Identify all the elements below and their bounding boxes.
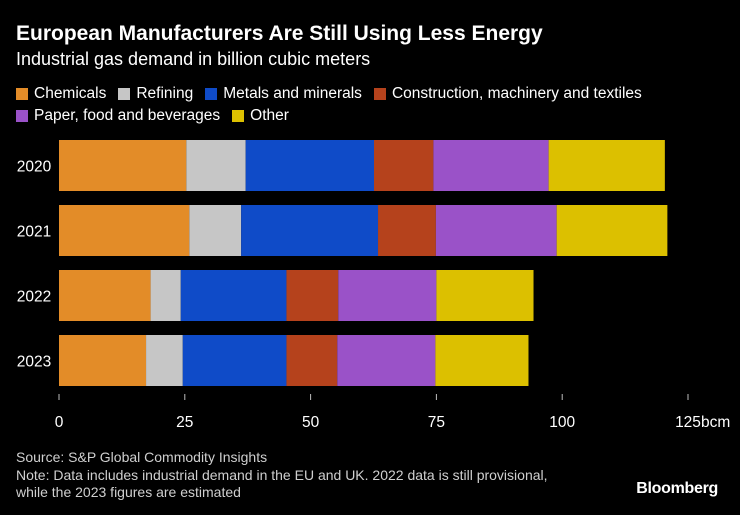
bar-2022-metals-and-minerals [180, 270, 287, 321]
category-label-2021: 2021 [17, 224, 51, 241]
legend-label: Construction, machinery and textiles [391, 85, 642, 102]
bar-2023-construction-machinery-and-textiles [286, 335, 338, 386]
bar-2023-chemicals [59, 335, 147, 386]
legend-label: Refining [136, 85, 194, 102]
chart-title: European Manufacturers Are Still Using L… [16, 22, 543, 45]
x-tick-label-75: 75 [428, 414, 445, 431]
legend-swatch [16, 110, 28, 122]
bar-2021-construction-machinery-and-textiles [378, 205, 436, 256]
legend-label: Other [250, 107, 289, 124]
bar-2021-metals-and-minerals [241, 205, 379, 256]
x-axis-unit-label: bcm [701, 414, 730, 431]
bar-2020-metals-and-minerals [245, 140, 375, 191]
legend-item-construction: Construction, machinery and textiles [373, 85, 642, 103]
legend-label: Chemicals [34, 85, 107, 102]
x-tick-label-125: 125 [675, 414, 701, 431]
legend-item-refining: Refining [118, 85, 193, 103]
bar-2020-construction-machinery-and-textiles [374, 140, 434, 191]
bar-2021-other [556, 205, 668, 256]
legend: Chemicals Refining Metals and minerals C… [16, 85, 736, 125]
bar-2021-refining [189, 205, 242, 256]
legend-swatch [232, 110, 245, 122]
bar-2020-refining [186, 140, 246, 191]
legend-swatch [16, 88, 28, 100]
bar-2021-paper-food-and-beverages [435, 205, 557, 256]
stacked-bar-chart: 2020 2021 2022 2023 0 25 50 75 100 125 bcm [17, 140, 730, 431]
bar-2023-refining [146, 335, 183, 386]
category-label-2023: 2023 [17, 354, 51, 371]
bar-2023-other [435, 335, 529, 386]
bar-2022-other [436, 270, 534, 321]
bar-2023-metals-and-minerals [182, 335, 287, 386]
bar-2022-refining [150, 270, 181, 321]
x-tick-label-25: 25 [176, 414, 193, 431]
bar-2020-chemicals [59, 140, 187, 191]
bar-2020-other [548, 140, 665, 191]
bar-2022-chemicals [59, 270, 151, 321]
legend-label: Metals and minerals [223, 85, 362, 102]
bar-2022-construction-machinery-and-textiles [286, 270, 339, 321]
legend-item-paper-food: Paper, food and beverages [16, 107, 220, 125]
legend-label: Paper, food and beverages [34, 107, 221, 124]
bar-2020-paper-food-and-beverages [433, 140, 549, 191]
x-tick-label-0: 0 [55, 414, 64, 431]
legend-swatch [118, 88, 131, 100]
x-tick-label-100: 100 [549, 414, 575, 431]
legend-item-chemicals: Chemicals [16, 85, 106, 103]
chart-subtitle: Industrial gas demand in billion cubic m… [16, 49, 371, 69]
source-note: Source: S&P Global Commodity Insights [16, 449, 268, 465]
legend-swatch [205, 88, 218, 100]
legend-swatch [373, 88, 386, 100]
legend-item-metals-and-minerals: Metals and minerals [205, 85, 362, 103]
bar-2021-chemicals [59, 205, 190, 256]
bar-2022-paper-food-and-beverages [338, 270, 437, 321]
bloomberg-logo: Bloomberg [636, 480, 718, 497]
x-tick-label-50: 50 [302, 414, 320, 431]
category-label-2020: 2020 [17, 159, 52, 176]
legend-item-other: Other [232, 107, 289, 125]
footnote: Note: Data includes industrial demand in… [16, 467, 548, 500]
bar-2023-paper-food-and-beverages [337, 335, 436, 386]
category-label-2022: 2022 [17, 289, 51, 306]
